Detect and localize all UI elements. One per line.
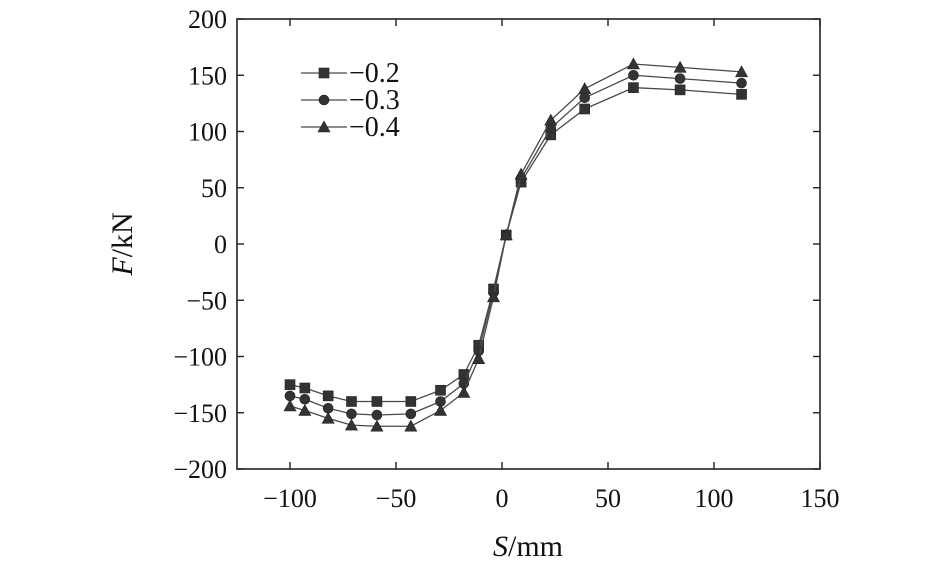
x-tick-label: 50 bbox=[595, 484, 621, 513]
legend-label: −0.3 bbox=[349, 85, 400, 116]
data-point bbox=[346, 396, 357, 407]
y-tick-label: 100 bbox=[188, 118, 227, 147]
x-tick-labels: −100 −50 0 50 100 150 bbox=[263, 484, 839, 513]
data-point bbox=[472, 352, 486, 365]
y-axis-title: F/kN bbox=[106, 212, 139, 276]
y-tick-label: −200 bbox=[173, 455, 227, 484]
data-point bbox=[544, 113, 558, 126]
data-point bbox=[321, 411, 335, 424]
data-point bbox=[628, 69, 639, 81]
data-point bbox=[434, 403, 448, 416]
data-point bbox=[735, 65, 749, 78]
data-point bbox=[579, 92, 590, 104]
y-tick-label: −100 bbox=[173, 343, 227, 372]
data-point bbox=[578, 82, 592, 95]
series-0-4 bbox=[283, 57, 749, 432]
data-point bbox=[404, 419, 418, 432]
data-point bbox=[628, 82, 639, 93]
data-point bbox=[674, 73, 686, 84]
data-point bbox=[405, 408, 417, 420]
data-point bbox=[435, 384, 446, 396]
data-point bbox=[736, 77, 747, 89]
x-tick-label: 100 bbox=[695, 484, 734, 513]
legend-marker bbox=[317, 120, 331, 133]
axis-ticks bbox=[237, 18, 821, 470]
x-tick-label: −50 bbox=[376, 484, 417, 513]
legend-label: −0.4 bbox=[349, 112, 400, 143]
data-point bbox=[299, 382, 311, 394]
data-point bbox=[284, 379, 296, 390]
data-point bbox=[514, 167, 528, 180]
legend-marker bbox=[318, 94, 330, 106]
data-point bbox=[344, 418, 358, 431]
data-point bbox=[673, 60, 687, 73]
y-tick-label: 150 bbox=[188, 61, 227, 90]
y-tick-labels: −200 −150 −100 −50 0 50 100 150 200 bbox=[173, 5, 227, 484]
legend-label: −0.2 bbox=[349, 58, 400, 89]
y-tick-label: 200 bbox=[188, 5, 227, 34]
legend-entry: −0.2 bbox=[301, 58, 400, 89]
data-point bbox=[579, 103, 590, 115]
data-point bbox=[487, 290, 501, 303]
data-point bbox=[405, 396, 417, 407]
x-tick-label: 0 bbox=[496, 484, 509, 513]
legend-entry: −0.3 bbox=[301, 85, 400, 116]
data-point bbox=[674, 84, 686, 96]
data-point bbox=[371, 409, 383, 421]
x-axis-title: S/mm bbox=[493, 530, 563, 563]
x-tick-label: 150 bbox=[801, 484, 840, 513]
data-point bbox=[626, 57, 640, 70]
y-tick-label: −150 bbox=[173, 399, 227, 428]
y-tick-label: 0 bbox=[214, 230, 227, 259]
data-point bbox=[299, 393, 311, 405]
plot-frame bbox=[236, 18, 821, 470]
data-point bbox=[457, 385, 471, 398]
y-tick-label: −50 bbox=[186, 286, 227, 315]
data-point bbox=[298, 403, 312, 416]
data-point bbox=[371, 396, 383, 407]
data-point bbox=[283, 399, 297, 412]
series-layer bbox=[283, 57, 749, 432]
data-point bbox=[736, 89, 747, 100]
legend-entry: −0.4 bbox=[301, 112, 400, 143]
y-tick-label: 50 bbox=[201, 174, 227, 203]
x-tick-label: −100 bbox=[263, 484, 317, 513]
data-point bbox=[499, 228, 513, 241]
legend-marker bbox=[318, 67, 330, 79]
data-point bbox=[322, 390, 334, 402]
data-point bbox=[346, 408, 357, 420]
legend: −0.2−0.3−0.4 bbox=[301, 58, 400, 143]
data-point bbox=[370, 419, 384, 432]
